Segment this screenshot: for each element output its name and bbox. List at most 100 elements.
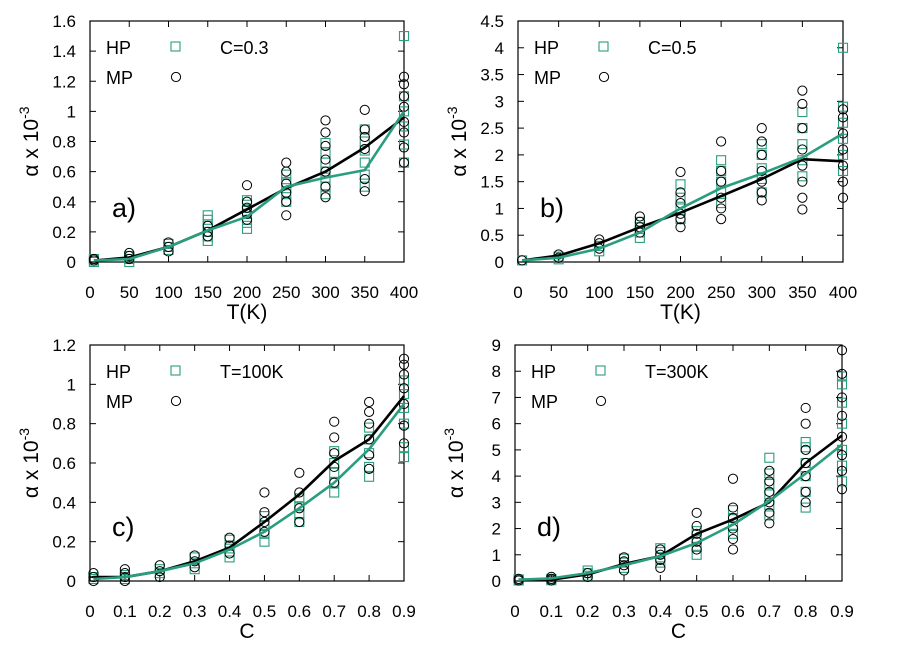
mp-point bbox=[727, 502, 739, 513]
mp-point bbox=[797, 160, 808, 171]
mp-point bbox=[359, 104, 370, 115]
hp-point bbox=[675, 179, 686, 190]
y-tick-label: 6 bbox=[492, 415, 501, 434]
hp-point bbox=[836, 418, 848, 429]
y-tick-label: 2 bbox=[495, 146, 504, 165]
condition-label: T=100K bbox=[220, 362, 284, 382]
y-axis-label-main: α x 10 bbox=[20, 440, 43, 498]
x-tick-label: 0.7 bbox=[758, 602, 782, 621]
y-tick-label: 0.2 bbox=[52, 533, 76, 552]
x-tick-label: 0.5 bbox=[685, 602, 709, 621]
hp-point bbox=[202, 210, 213, 221]
y-tick-label: 1.5 bbox=[480, 173, 504, 192]
panel-label: b) bbox=[540, 193, 564, 223]
y-tick-label: 4.5 bbox=[480, 12, 504, 31]
x-tick-label: 300 bbox=[311, 283, 339, 302]
x-tick-label: 350 bbox=[351, 283, 379, 302]
mp-point bbox=[797, 144, 808, 155]
x-tick-label: 400 bbox=[829, 283, 857, 302]
x-tick-label: 0.9 bbox=[392, 602, 416, 621]
x-tick-label: 0.7 bbox=[322, 602, 346, 621]
mp-point bbox=[398, 79, 410, 90]
mp-point bbox=[800, 402, 811, 414]
mp-point bbox=[756, 187, 767, 198]
y-axis-label-main: α x 10 bbox=[20, 119, 43, 177]
legend-mp-label: MP bbox=[106, 68, 133, 88]
mp-point bbox=[756, 136, 767, 147]
hp-trend-line bbox=[518, 443, 843, 581]
hp-point bbox=[364, 471, 375, 482]
x-tick-label: 300 bbox=[748, 283, 776, 302]
y-tick-label: 0.6 bbox=[52, 163, 76, 182]
hp-point bbox=[691, 549, 702, 560]
x-tick-label: 0.3 bbox=[183, 602, 207, 621]
plot-frame bbox=[514, 344, 843, 582]
mp-point bbox=[797, 176, 808, 187]
mp-point bbox=[320, 140, 331, 152]
hp-point bbox=[320, 137, 331, 149]
y-tick-label: 0.6 bbox=[52, 454, 76, 473]
hp-point bbox=[797, 171, 808, 182]
y-tick-label: 7 bbox=[492, 388, 501, 407]
y-tick-label: 5 bbox=[492, 441, 501, 460]
mp-point bbox=[320, 115, 331, 126]
panel-label: c) bbox=[112, 512, 135, 542]
mp-point bbox=[764, 507, 775, 518]
mp-point bbox=[281, 166, 292, 177]
panel-b: 0 50 100 150 200 250 300 350 400 0 0.5 1 1.5 2 2.5 3 3.5… bbox=[444, 12, 857, 324]
x-tick-label: 0.4 bbox=[218, 602, 242, 621]
mp-point bbox=[618, 552, 630, 563]
hp-point bbox=[398, 389, 410, 400]
x-tick-label: 0.8 bbox=[794, 602, 818, 621]
mp-point bbox=[675, 222, 686, 233]
y-tick-label: 3 bbox=[495, 92, 504, 111]
mp-point bbox=[655, 562, 666, 573]
mp-point bbox=[800, 418, 811, 429]
x-tick-label: 0 bbox=[510, 602, 519, 621]
mp-point bbox=[727, 533, 739, 545]
legend-mp-label: MP bbox=[534, 68, 561, 88]
mp-point bbox=[329, 432, 340, 443]
mp-point bbox=[364, 406, 375, 417]
y-axis-label: α x 10-3 bbox=[16, 106, 43, 176]
mp-point bbox=[320, 127, 331, 138]
mp-point bbox=[837, 104, 849, 115]
mp-point bbox=[259, 516, 270, 528]
y-axis-label-main: α x 10 bbox=[445, 440, 468, 498]
mp-point bbox=[359, 124, 370, 135]
hp-point bbox=[800, 436, 811, 448]
mp-point bbox=[329, 416, 340, 427]
x-tick-label: 0.8 bbox=[357, 602, 381, 621]
y-tick-label: 1 bbox=[495, 199, 504, 218]
legend-mp-label: MP bbox=[531, 392, 558, 412]
x-tick-label: 0.2 bbox=[148, 602, 172, 621]
condition-label: C=0.5 bbox=[648, 38, 697, 58]
mp-point bbox=[800, 457, 811, 469]
y-axis-label-exponent: -3 bbox=[444, 106, 460, 119]
x-tick-label: 250 bbox=[707, 283, 735, 302]
mp-trend-line bbox=[521, 157, 844, 262]
mp-point bbox=[359, 186, 370, 197]
hp-point bbox=[398, 121, 410, 132]
mp-point bbox=[797, 123, 808, 134]
y-axis-label-main: α x 10 bbox=[448, 119, 471, 177]
panel-a: 0 50 100 150 200 250 300 350 400 0 0.2 0.4 0.6 0.8 1 1.… bbox=[16, 12, 418, 324]
mp-point bbox=[294, 487, 305, 498]
condition-label: C=0.3 bbox=[220, 38, 269, 58]
legend-mp-marker bbox=[170, 71, 182, 83]
mp-point bbox=[675, 166, 686, 178]
y-tick-label: 8 bbox=[492, 362, 501, 381]
legend-mp-marker bbox=[598, 71, 610, 83]
hp-point bbox=[320, 148, 331, 159]
mp-point bbox=[716, 176, 727, 187]
y-tick-label: 0 bbox=[67, 253, 76, 272]
mp-point bbox=[691, 544, 702, 555]
x-tick-label: 0.6 bbox=[721, 602, 745, 621]
legend-hp-marker bbox=[170, 365, 181, 376]
panel-d: 0 0.1 0.2 0.3 0.4 0.5 0.6 0.7 0.8 0.9 0 1 2 3 4 5 6 7 8 9 Cα… bbox=[441, 336, 854, 643]
y-tick-label: 0 bbox=[495, 253, 504, 272]
y-tick-label: 3.5 bbox=[480, 66, 504, 85]
y-tick-label: 1 bbox=[67, 102, 76, 121]
y-tick-label: 2 bbox=[492, 520, 501, 539]
